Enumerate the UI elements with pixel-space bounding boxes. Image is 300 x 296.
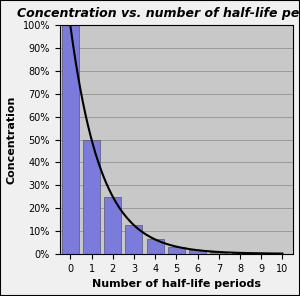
Bar	[168, 247, 185, 254]
X-axis label: Number of half-life periods: Number of half-life periods	[92, 279, 261, 289]
Bar	[125, 225, 142, 254]
Bar	[232, 253, 248, 254]
Bar	[253, 253, 270, 254]
Bar	[83, 139, 100, 254]
Bar	[189, 250, 206, 254]
Bar	[104, 197, 121, 254]
Bar	[147, 239, 164, 254]
Bar	[210, 252, 227, 254]
Bar	[62, 25, 79, 254]
Title: Concentration vs. number of half-life periods: Concentration vs. number of half-life pe…	[17, 7, 300, 20]
Y-axis label: Concentration: Concentration	[7, 95, 17, 184]
